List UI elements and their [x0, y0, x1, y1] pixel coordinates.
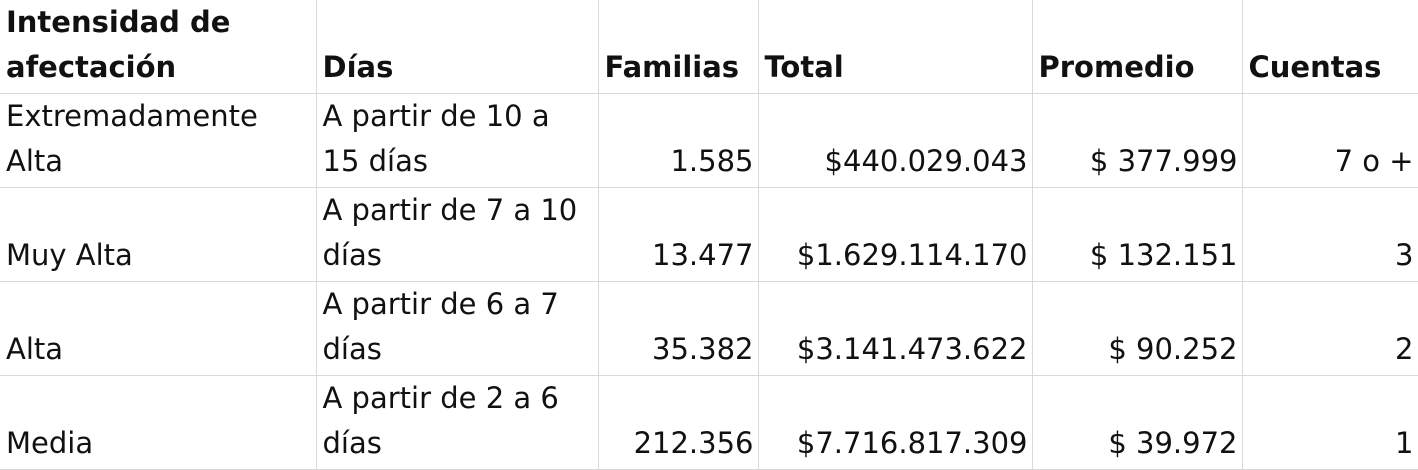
cell-intensidad: Extremadamente Alta [0, 93, 317, 188]
cell-promedio: $ 39.972 [1031, 375, 1243, 470]
cell-dias: A partir de 6 a 7 días [315, 281, 599, 376]
header-dias: Días [315, 0, 599, 94]
cell-intensidad: Media [0, 375, 317, 470]
cell-promedio: $ 132.151 [1031, 187, 1243, 282]
cell-total: $440.029.043 [757, 93, 1033, 188]
cell-dias: A partir de 2 a 6 días [315, 375, 599, 470]
cell-familias: 13.477 [597, 187, 759, 282]
cell-familias: 212.356 [597, 375, 759, 470]
cell-dias: A partir de 7 a 10 días [315, 187, 599, 282]
cell-intensidad: Alta [0, 281, 317, 376]
cell-dias: A partir de 10 a 15 días [315, 93, 599, 188]
cell-promedio: $ 90.252 [1031, 281, 1243, 376]
cell-cuentas: 1 [1241, 375, 1418, 470]
cell-total: $3.141.473.622 [757, 281, 1033, 376]
table-row: Alta A partir de 6 a 7 días 35.382 $3.14… [0, 281, 1418, 376]
cell-cuentas: 2 [1241, 281, 1418, 376]
cell-familias: 35.382 [597, 281, 759, 376]
header-familias: Familias [597, 0, 759, 94]
table-row: Media A partir de 2 a 6 días 212.356 $7.… [0, 375, 1418, 470]
cell-total: $1.629.114.170 [757, 187, 1033, 282]
header-cuentas: Cuentas [1241, 0, 1418, 94]
header-row: Intensidad de afectación Días Familias T… [0, 0, 1418, 94]
table-row: Extremadamente Alta A partir de 10 a 15 … [0, 93, 1418, 188]
table-row: Muy Alta A partir de 7 a 10 días 13.477 … [0, 187, 1418, 282]
header-total: Total [757, 0, 1033, 94]
cell-promedio: $ 377.999 [1031, 93, 1243, 188]
cell-cuentas: 3 [1241, 187, 1418, 282]
cell-intensidad: Muy Alta [0, 187, 317, 282]
cell-cuentas: 7 o + [1241, 93, 1418, 188]
header-promedio: Promedio [1031, 0, 1243, 94]
header-intensidad: Intensidad de afectación [0, 0, 317, 94]
cell-familias: 1.585 [597, 93, 759, 188]
cell-total: $7.716.817.309 [757, 375, 1033, 470]
